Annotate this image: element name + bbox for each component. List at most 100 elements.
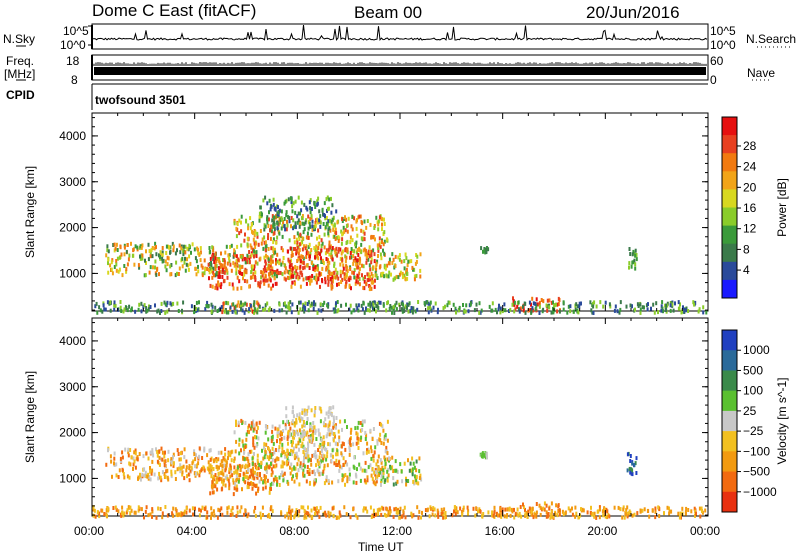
data-cell (401, 271, 404, 276)
data-cell (382, 470, 385, 475)
data-cell (361, 423, 364, 427)
data-cell (352, 271, 355, 275)
data-cell (188, 478, 191, 483)
data-cell (158, 462, 161, 467)
data-cell (302, 505, 305, 510)
data-cell (294, 210, 297, 215)
data-cell (325, 475, 328, 480)
data-cell (355, 262, 358, 267)
data-cell (250, 424, 253, 429)
data-cell (222, 482, 225, 487)
data-cell (248, 307, 251, 312)
data-cell (227, 301, 230, 306)
data-cell (161, 470, 164, 475)
data-cell (412, 461, 415, 466)
data-cell (535, 297, 538, 302)
data-cell (160, 446, 163, 451)
data-cell (321, 445, 324, 450)
data-cell (346, 272, 348, 277)
data-cell (221, 479, 223, 484)
data-cell (330, 280, 333, 285)
data-cell (126, 262, 129, 267)
data-cell (299, 300, 302, 305)
data-cell (558, 508, 561, 513)
data-cell (264, 480, 267, 485)
data-cell (209, 491, 212, 496)
data-cell (143, 473, 146, 478)
data-cell (184, 256, 186, 261)
data-cell (340, 444, 343, 449)
data-cell (255, 421, 258, 426)
data-cell (145, 309, 148, 314)
data-cell (197, 461, 200, 466)
data-cell (223, 463, 226, 468)
data-cell (405, 256, 408, 261)
data-cell (243, 450, 245, 455)
data-cell (352, 261, 355, 266)
data-cell (123, 475, 126, 480)
data-cell (296, 259, 299, 263)
data-cell (319, 471, 322, 476)
data-cell (260, 460, 263, 465)
data-cell (345, 255, 348, 260)
data-cell (321, 471, 324, 476)
data-cell (212, 474, 215, 479)
freq-label: Freq. (6, 54, 35, 68)
data-cell (215, 477, 218, 482)
data-cell (170, 469, 173, 474)
data-cell (253, 264, 256, 269)
data-cell (158, 455, 161, 460)
data-cell (379, 252, 382, 257)
data-cell (285, 227, 288, 232)
data-cell (356, 425, 359, 430)
data-cell (269, 207, 272, 212)
data-cell (293, 479, 296, 484)
data-cell (164, 505, 167, 509)
data-cell (263, 455, 266, 460)
data-cell (220, 506, 223, 511)
data-cell (149, 512, 152, 517)
data-cell (261, 505, 264, 510)
data-cell (217, 450, 220, 455)
data-cell (374, 237, 376, 242)
data-cell (206, 466, 209, 471)
data-cell (130, 306, 133, 311)
data-cell (411, 265, 414, 270)
data-cell (631, 304, 633, 309)
data-cell (163, 472, 166, 476)
data-cell (298, 237, 301, 241)
data-cell (323, 446, 326, 451)
data-cell (165, 268, 168, 273)
data-cell (457, 308, 460, 313)
data-cell (270, 461, 272, 466)
data-cell (574, 306, 577, 311)
data-cell (419, 274, 422, 279)
data-cell (272, 237, 275, 242)
data-cell (314, 268, 317, 273)
data-cell (96, 510, 99, 515)
data-cell (353, 249, 356, 254)
data-cell (692, 300, 695, 305)
data-cell (299, 270, 302, 275)
data-cell (106, 300, 109, 305)
data-cell (384, 433, 387, 438)
data-cell (516, 512, 519, 517)
data-cell (93, 508, 96, 513)
data-cell (219, 264, 222, 269)
data-cell (98, 511, 101, 516)
data-cell (429, 300, 432, 305)
data-cell (312, 421, 315, 425)
data-cell (366, 478, 369, 483)
data-cell (274, 281, 277, 286)
data-cell (643, 507, 646, 512)
data-cell (628, 247, 631, 251)
data-cell (172, 463, 175, 468)
data-cell (216, 309, 219, 313)
data-cell (278, 208, 281, 213)
data-cell (184, 250, 187, 255)
colorbar-tick-label: 12 (743, 222, 757, 236)
data-cell (233, 486, 236, 491)
data-cell (179, 469, 182, 474)
data-cell (284, 304, 287, 309)
